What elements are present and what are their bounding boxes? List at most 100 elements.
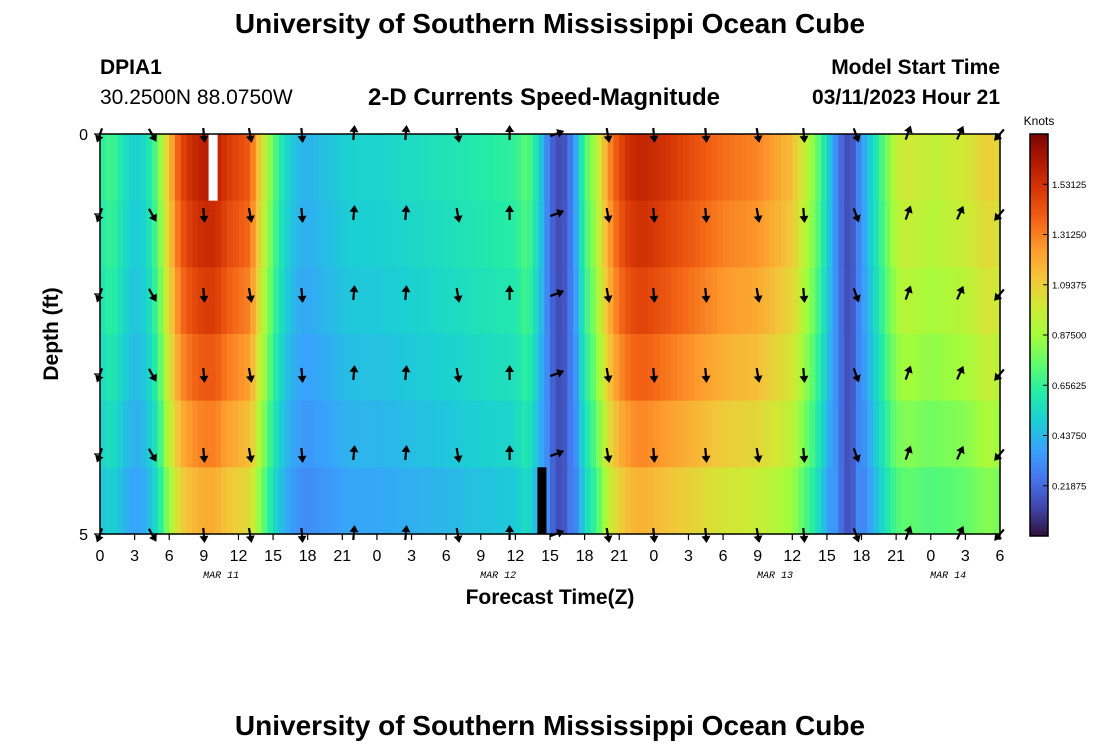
heatmap-cell xyxy=(353,134,361,202)
heatmap-cell xyxy=(988,467,995,535)
heatmap-cell xyxy=(313,200,320,268)
heatmap-cell xyxy=(648,200,655,268)
heatmap-cell xyxy=(486,400,493,468)
heatmap-cell xyxy=(515,400,522,468)
heatmap-cell xyxy=(440,400,447,468)
heatmap-cell xyxy=(532,134,540,202)
heatmap-cell xyxy=(953,467,961,535)
heatmap-cell xyxy=(348,134,355,202)
heatmap-cell xyxy=(100,200,107,268)
heatmap-cell xyxy=(636,134,643,202)
current-arrow xyxy=(649,207,659,223)
heatmap-cell xyxy=(330,467,338,535)
heatmap-cell xyxy=(769,134,776,202)
heatmap-cell xyxy=(486,267,493,335)
heatmap-cell xyxy=(428,267,436,335)
heatmap-cell xyxy=(261,267,268,335)
current-arrow xyxy=(245,367,255,383)
heatmap-cell xyxy=(457,400,465,468)
heatmap-cell xyxy=(717,200,724,268)
heatmap-cell xyxy=(192,267,199,335)
heatmap-cell xyxy=(878,467,886,535)
heatmap-cell xyxy=(792,334,799,402)
heatmap-cell xyxy=(521,200,528,268)
heatmap-cell xyxy=(475,334,482,402)
heatmap-cell xyxy=(111,467,118,535)
heatmap-cell xyxy=(434,267,441,335)
heatmap-cell xyxy=(948,134,955,202)
heatmap-cell xyxy=(723,267,730,335)
heatmap-cell xyxy=(180,200,188,268)
heatmap-cell xyxy=(717,267,724,335)
current-arrow xyxy=(505,445,515,460)
heatmap-cell xyxy=(111,334,118,402)
heatmap-cell xyxy=(786,200,793,268)
heatmap-cell xyxy=(746,200,753,268)
heatmap-cell xyxy=(336,134,343,202)
heatmap-cell xyxy=(192,467,199,535)
heatmap-cell xyxy=(446,200,453,268)
heatmap-cell xyxy=(688,467,695,535)
heatmap-cell xyxy=(636,400,643,468)
heatmap-cell xyxy=(867,267,874,335)
heatmap-cell xyxy=(238,400,245,468)
heatmap-cell xyxy=(405,134,413,202)
heatmap-cell xyxy=(469,467,476,535)
heatmap-cell xyxy=(653,134,661,202)
current-arrow xyxy=(603,367,613,383)
x-tick-label: 0 xyxy=(649,548,658,565)
heatmap-cell xyxy=(532,334,540,402)
heatmap-cell xyxy=(873,134,880,202)
x-tick-label: 18 xyxy=(576,548,594,565)
heatmap-cell xyxy=(930,134,938,202)
heatmap-cell xyxy=(423,200,430,268)
heatmap-cell xyxy=(394,400,401,468)
heatmap-cell xyxy=(751,134,759,202)
heatmap-cell xyxy=(942,267,949,335)
heatmap-cell xyxy=(186,467,193,535)
heatmap-cell xyxy=(953,200,961,268)
heatmap-cell xyxy=(832,134,840,202)
heatmap-cell xyxy=(503,334,511,402)
heatmap-cell xyxy=(290,400,297,468)
heatmap-cell xyxy=(982,334,990,402)
heatmap-cell xyxy=(763,134,770,202)
heatmap-cell xyxy=(163,334,170,402)
current-arrow xyxy=(753,207,763,223)
heatmap-cell xyxy=(763,200,770,268)
heatmap-cell xyxy=(463,267,470,335)
heatmap-cell xyxy=(250,267,257,335)
heatmap-cell xyxy=(296,334,303,402)
current-arrow xyxy=(904,285,913,301)
heatmap-cell xyxy=(659,334,666,402)
heatmap-cell xyxy=(105,267,113,335)
heatmap-cell xyxy=(728,200,736,268)
heatmap-cell xyxy=(953,334,961,402)
heatmap-cell xyxy=(140,200,147,268)
heatmap-cell xyxy=(584,334,591,402)
model-start-label: Model Start Time xyxy=(831,56,1000,79)
heatmap-cell xyxy=(313,400,320,468)
heatmap-cell xyxy=(128,267,136,335)
heatmap-cell xyxy=(578,467,586,535)
colorbar-unit: Knots xyxy=(1024,114,1055,128)
heatmap-cell xyxy=(930,200,938,268)
heatmap-cell xyxy=(394,467,401,535)
heatmap-cell xyxy=(446,134,453,202)
heatmap-cell xyxy=(682,400,690,468)
heatmap-cell xyxy=(434,134,441,202)
heatmap-cell xyxy=(498,267,505,335)
heatmap-cell xyxy=(342,267,349,335)
heatmap-cell xyxy=(890,267,897,335)
axes: 0 3 6 9 12 15 18 21 0 3 6 9 12 15 18 21 0 3 6 9 12 15 18 21 0 3 6 M… xyxy=(40,127,1005,609)
heatmap-cell xyxy=(457,134,465,202)
x-tick-label: 21 xyxy=(333,548,351,565)
heatmap-cell xyxy=(746,134,753,202)
heatmap-cell xyxy=(261,200,268,268)
heatmap-cell xyxy=(198,134,205,202)
heatmap-cell xyxy=(123,334,130,402)
heatmap-cell xyxy=(809,334,816,402)
heatmap-cell xyxy=(717,467,724,535)
heatmap-cell xyxy=(988,134,995,202)
heatmap-cell xyxy=(861,334,868,402)
